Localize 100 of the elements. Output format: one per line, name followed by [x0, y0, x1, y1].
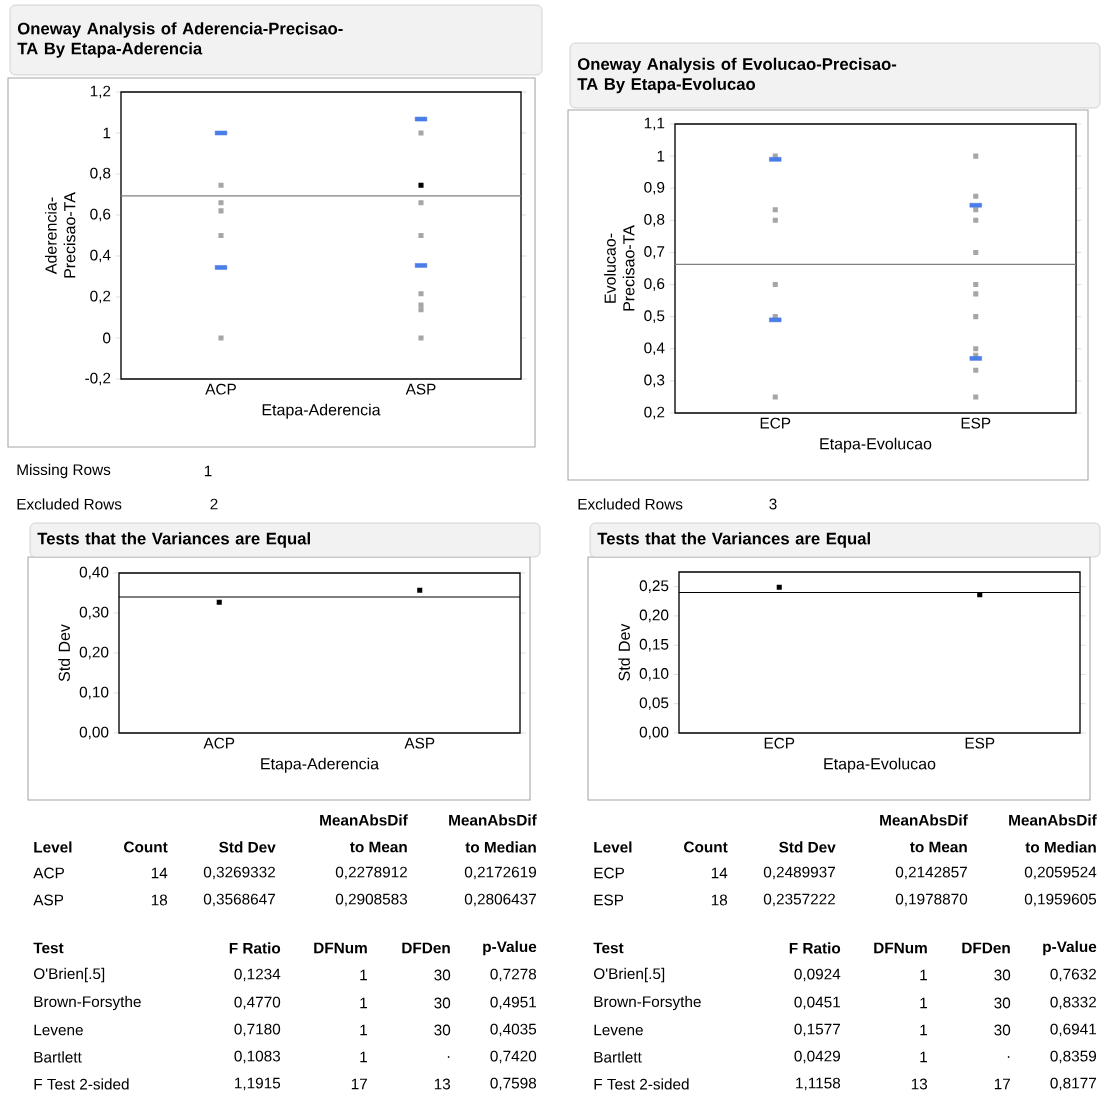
text: O'Brien[.5] — [34, 967, 105, 983]
text: 0,6941 — [1050, 1023, 1096, 1037]
x-tick-label: ASP — [404, 737, 435, 749]
text: 30 — [994, 1024, 1011, 1036]
text: F Test 2-sided — [594, 1078, 689, 1090]
text: Std Dev — [219, 841, 276, 853]
text: 0,2489937 — [763, 866, 835, 880]
y-tick-label: 0,30 — [79, 606, 109, 620]
x-axis-title: Etapa-Aderencia — [261, 757, 380, 773]
text: Level — [594, 841, 632, 853]
text: 0,1234 — [234, 968, 281, 982]
x-tick-label: ACP — [203, 737, 235, 749]
text: 13 — [911, 1078, 928, 1090]
text: 14 — [151, 867, 168, 879]
text: 14 — [711, 867, 728, 879]
text: Count — [124, 841, 168, 853]
text: MeanAbsDif — [320, 814, 408, 826]
text: 0,4951 — [490, 996, 536, 1010]
text: 3 — [769, 498, 777, 510]
y-tick-label: 0,10 — [79, 686, 109, 700]
text: F Ratio — [789, 942, 841, 954]
y-tick-label: 0,15 — [639, 638, 669, 652]
text: 1 — [204, 465, 212, 477]
text: 0,3568647 — [203, 893, 275, 907]
text: 30 — [994, 969, 1011, 981]
text: 0,1959605 — [1024, 893, 1097, 907]
text: 18 — [711, 894, 728, 906]
text: 0,4035 — [490, 1023, 537, 1037]
text: Missing Rows — [17, 463, 111, 479]
text: Bartlett — [34, 1051, 82, 1063]
y-tick-label: 1 — [657, 150, 665, 162]
y-axis-title: Evolucao-Precisao-TA — [604, 225, 635, 311]
y-axis-title: Aderencia-Precisao-TA — [44, 192, 76, 278]
y-tick-label: 1,2 — [90, 85, 111, 99]
x-axis-title: Etapa-Evolucao — [824, 757, 936, 773]
y-tick-label: 1 — [103, 127, 111, 139]
text: 17 — [351, 1078, 367, 1090]
text: F Ratio — [229, 942, 281, 954]
y-tick-label: 0,2 — [90, 290, 111, 304]
text: 1,1158 — [796, 1077, 841, 1091]
chart-title: Tests that the Variances are Equal — [37, 532, 310, 548]
x-axis-title: Etapa-Evolucao — [820, 437, 932, 453]
text: DFDen — [402, 942, 450, 954]
text: 1 — [920, 969, 927, 981]
text: . — [447, 1056, 450, 1058]
text: 13 — [434, 1078, 451, 1090]
y-tick-label: 0,05 — [639, 697, 669, 711]
text: 0,7278 — [490, 968, 537, 982]
text: 18 — [151, 894, 168, 906]
text: 0,2908583 — [335, 893, 408, 907]
chart-title: Oneway Analysis of Evolucao-Precisao-TA By Etapa-Evolucao — [577, 57, 897, 94]
text: p-Value — [483, 940, 537, 956]
text: to Median — [1025, 841, 1096, 853]
text: DFNum — [874, 942, 927, 954]
y-tick-label: 0,5 — [644, 310, 665, 323]
x-tick-label: ECP — [764, 737, 795, 749]
text: 0,8332 — [1050, 996, 1096, 1010]
text: 2 — [210, 498, 218, 510]
text: 1 — [360, 997, 367, 1009]
text: 1 — [920, 997, 927, 1009]
text: 1 — [360, 1051, 367, 1063]
text: ACP — [33, 867, 64, 879]
text: 1 — [360, 969, 367, 981]
text: MeanAbsDif — [1009, 814, 1097, 826]
text: 0,7180 — [234, 1023, 281, 1037]
y-tick-label: -0,2 — [85, 372, 111, 386]
text: 0,0924 — [794, 968, 841, 982]
y-tick-label: 0,25 — [639, 580, 669, 593]
text: DFDen — [962, 942, 1010, 954]
text: Level — [34, 841, 72, 853]
y-tick-label: 0,8 — [90, 167, 111, 181]
y-tick-label: 0,40 — [79, 566, 109, 580]
text: Count — [684, 841, 728, 853]
x-axis-title: Etapa-Aderencia — [262, 403, 381, 419]
y-tick-label: 0,20 — [79, 646, 109, 660]
text: 1 — [920, 1051, 927, 1063]
text: 0,1978870 — [895, 893, 968, 907]
text: p-Value — [1043, 940, 1097, 956]
text: Bartlett — [594, 1051, 642, 1063]
text: Test — [593, 942, 624, 954]
y-axis-title: Std Dev — [58, 624, 70, 682]
text: 30 — [434, 1024, 451, 1036]
text: 1 — [360, 1024, 367, 1036]
text: MeanAbsDif — [449, 814, 537, 826]
y-tick-label: 0,6 — [644, 278, 665, 291]
y-tick-label: 0,00 — [639, 726, 669, 740]
chart-title: Oneway Analysis of Aderencia-Precisao-TA By Etapa-Aderencia — [17, 22, 343, 58]
text: Std Dev — [779, 841, 836, 853]
x-tick-label: ESP — [965, 737, 995, 749]
y-tick-label: 0,4 — [90, 249, 111, 263]
text: 0,2172619 — [464, 866, 536, 880]
text: O'Brien[.5] — [594, 967, 665, 983]
text: 0,1577 — [794, 1023, 840, 1037]
text: 0,2278912 — [335, 866, 407, 880]
y-tick-label: 0 — [103, 332, 111, 344]
y-tick-label: 0,9 — [644, 181, 665, 195]
text: Levene — [594, 1024, 643, 1036]
y-axis-title: Std Dev — [618, 623, 630, 681]
text: Test — [33, 942, 64, 954]
y-tick-label: 0,7 — [644, 246, 665, 259]
